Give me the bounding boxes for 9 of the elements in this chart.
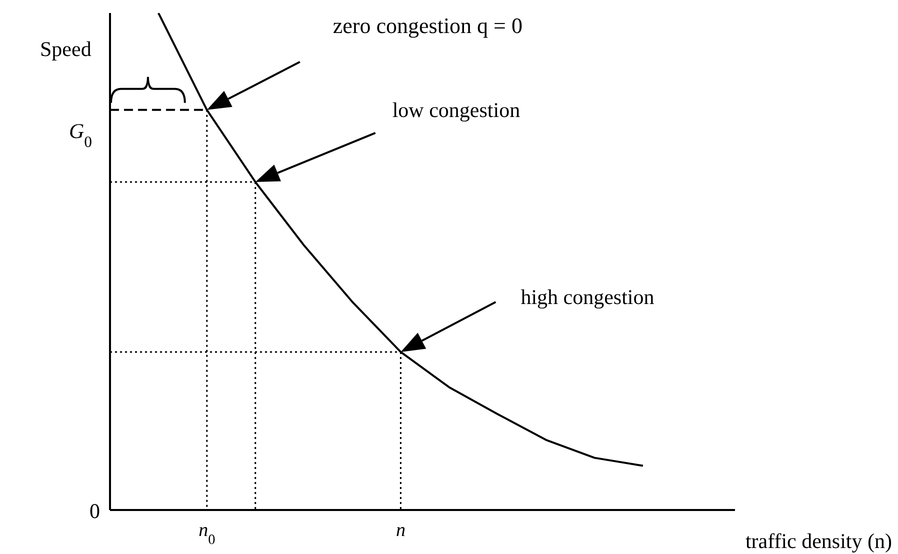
- text: 0: [90, 499, 100, 523]
- annotation: zero congestion q = 0: [332, 12, 522, 38]
- x-tick-label: n$_{0}$: [198, 520, 216, 548]
- x-tick-label: n: [396, 520, 406, 541]
- y-axis-title: Speed: [40, 37, 92, 61]
- x-axis-title: traffic density (n): [745, 529, 892, 553]
- annotation: low congestion: [392, 98, 521, 122]
- ref-line-label: G$_{0}$: [68, 118, 92, 150]
- annotation: high congestion: [520, 284, 655, 309]
